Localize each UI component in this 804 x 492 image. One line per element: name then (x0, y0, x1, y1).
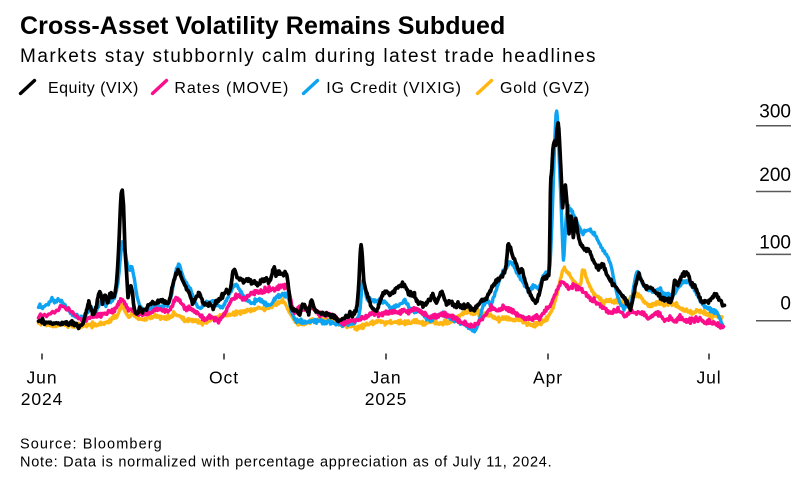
svg-text:IG Credit (VIXIG): IG Credit (VIXIG) (326, 80, 461, 97)
svg-text:Oct: Oct (209, 368, 239, 388)
svg-text:0: 0 (780, 294, 791, 315)
svg-text:Apr: Apr (533, 368, 563, 388)
svg-text:Cross-Asset Volatility Remains: Cross-Asset Volatility Remains Subdued (20, 12, 505, 40)
svg-text:Gold (GVZ): Gold (GVZ) (500, 80, 590, 97)
svg-text:Note: Data is normalized with: Note: Data is normalized with percentage… (20, 455, 552, 471)
svg-text:Source: Bloomberg: Source: Bloomberg (20, 437, 163, 453)
svg-text:100: 100 (759, 233, 791, 254)
svg-text:2025: 2025 (365, 389, 408, 409)
svg-text:300: 300 (759, 102, 791, 123)
svg-text:Jul: Jul (696, 368, 721, 388)
svg-text:Jan: Jan (371, 368, 402, 388)
svg-text:Markets stay stubbornly calm d: Markets stay stubbornly calm during late… (20, 46, 597, 67)
svg-text:Jun: Jun (27, 368, 58, 388)
svg-text:200: 200 (759, 165, 791, 186)
svg-text:2024: 2024 (21, 389, 64, 409)
svg-text:Rates (MOVE): Rates (MOVE) (174, 80, 289, 97)
svg-text:Equity (VIX): Equity (VIX) (48, 80, 139, 97)
